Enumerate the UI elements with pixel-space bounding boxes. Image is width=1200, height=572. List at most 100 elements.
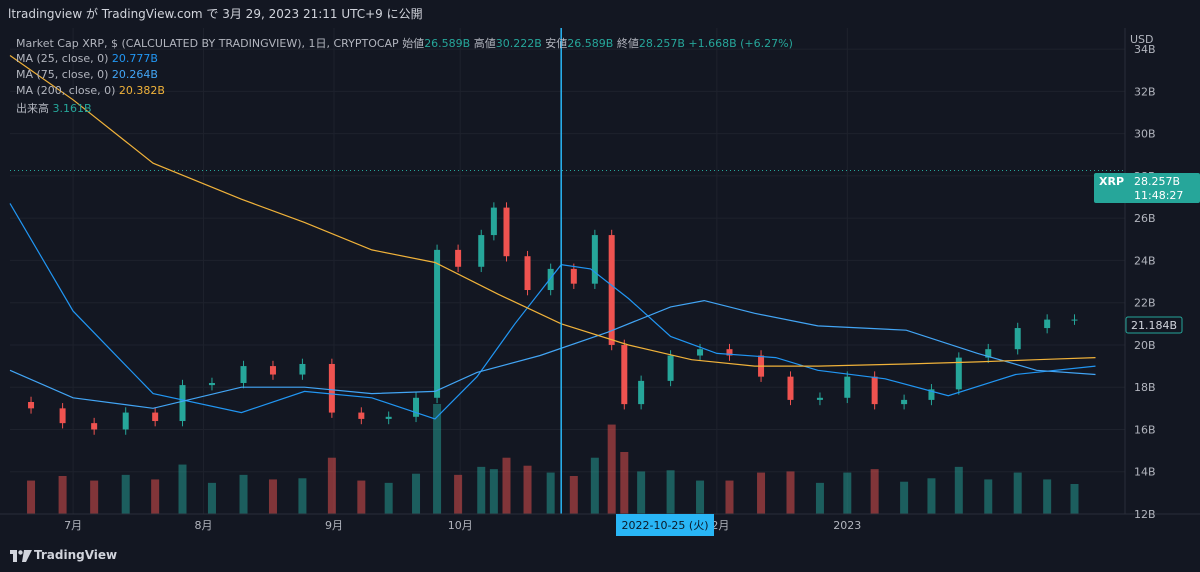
volume-bar [984, 479, 993, 514]
volume-bar [927, 478, 936, 514]
legend-ma75-label: MA (75, close, 0) [16, 68, 109, 81]
candle-body [697, 349, 704, 356]
legend-ma200: MA (200, close, 0) 20.382B [16, 84, 165, 97]
candle-body [726, 349, 733, 356]
volume-bar [239, 474, 248, 514]
currency-label: USD [1130, 33, 1154, 46]
publish-header: ltradingview が TradingView.com で 3月 29, … [0, 0, 1200, 28]
volume-bar [357, 480, 366, 514]
candle-body [385, 416, 392, 419]
volume-bar [725, 480, 734, 514]
candle-body [434, 249, 441, 398]
volume-bar [178, 464, 187, 514]
price-tick-label: 12B [1134, 508, 1156, 521]
volume-bar [1013, 472, 1022, 514]
volume-bar [546, 472, 555, 514]
price-tick-label: 34B [1134, 43, 1156, 56]
volume-bar [696, 480, 705, 514]
candle-body [28, 402, 35, 409]
last-price-value: 28.257B [1134, 175, 1180, 188]
footer-brand: TradingView [34, 548, 118, 562]
legend-ma200-label: MA (200, close, 0) [16, 84, 116, 97]
price-tick-label: 18B [1134, 381, 1156, 394]
candle-body [667, 355, 674, 381]
volume-bar [433, 404, 442, 514]
legend-close-label: 終値 [616, 37, 639, 50]
legend-main: Market Cap XRP, $ (CALCULATED BY TRADING… [16, 35, 793, 51]
volume-bar [27, 480, 36, 514]
volume-bar [569, 476, 578, 514]
volume-bar [268, 479, 277, 514]
volume-bar [298, 478, 307, 514]
volume-bar [607, 424, 616, 514]
candle-body [928, 389, 935, 400]
price-tick-label: 30B [1134, 128, 1156, 141]
candle-body [591, 235, 598, 284]
time-axis[interactable]: 7月 8月 9月 10月 12月 2023 [64, 519, 861, 532]
legend-ma25: MA (25, close, 0) 20.777B [16, 52, 158, 65]
time-tick-label: 9月 [325, 519, 343, 532]
volume-bar [590, 457, 599, 514]
price-tick-label: 32B [1134, 85, 1156, 98]
volume-bar [502, 457, 511, 514]
candle-body [844, 376, 851, 398]
candle-body [985, 349, 992, 358]
candle-body [179, 385, 186, 422]
price-tick-label: 26B [1134, 212, 1156, 225]
candle-body [955, 357, 962, 390]
candle-body [59, 408, 66, 424]
legend-close: 28.257B [638, 37, 685, 50]
last-price-badge [1094, 173, 1200, 203]
volume-bar [58, 476, 67, 514]
candle-body [638, 380, 645, 405]
volume-bar [412, 473, 421, 514]
volume-bars [27, 404, 1079, 514]
legend-ma25-label: MA (25, close, 0) [16, 52, 109, 65]
last-price-countdown: 11:48:27 [1134, 189, 1183, 202]
volume-bar [489, 469, 498, 514]
candle-body [901, 399, 908, 405]
legend-high: 30.222B [495, 37, 542, 50]
volume-bar [454, 474, 463, 514]
legend-ma25-value: 20.777B [111, 52, 158, 65]
volume-bar [900, 481, 909, 514]
ma25-line [9, 203, 1096, 420]
candle-body [240, 366, 247, 383]
candle-body [1014, 328, 1021, 350]
badges: XRP 28.257B 11:48:27 21.184B 2022-10-25 … [616, 173, 1200, 536]
legend-low: 26.589B [567, 37, 614, 50]
candle-body [358, 412, 365, 419]
crosshair-price-badge [1125, 316, 1183, 334]
legend-change: +1.668B (+6.27%) [688, 37, 793, 50]
price-tick-label: 14B [1134, 466, 1156, 479]
candle-body [503, 207, 510, 257]
footer: TradingView [0, 542, 1200, 572]
candle-body [816, 397, 823, 400]
volume-bar [870, 469, 879, 514]
volume-bar [954, 466, 963, 514]
chart-background [0, 28, 1200, 542]
legend-volume: 出来高 3.161B [16, 100, 92, 116]
price-chart[interactable]: USD 12B14B16B18B20B22B24B26B28B30B32B34B… [0, 28, 1200, 542]
volume-bar [384, 482, 393, 514]
candle-body [208, 382, 215, 386]
candle-body [570, 268, 577, 284]
volume-bar [523, 465, 532, 514]
volume-bar [815, 482, 824, 514]
candle-body [91, 423, 98, 430]
candle-body [1071, 319, 1078, 321]
volume-bar [620, 452, 629, 514]
time-tick-label: 8月 [195, 519, 213, 532]
volume-bar [666, 470, 675, 514]
legend-high-label: 高値 [473, 37, 496, 50]
legend-volume-label: 出来高 [16, 102, 49, 115]
crosshair-date-badge [616, 514, 714, 536]
legend-ma200-value: 20.382B [118, 84, 165, 97]
grid [10, 28, 1125, 515]
time-tick-label: 2023 [833, 519, 861, 532]
publish-header-text: ltradingview が TradingView.com で 3月 29, … [8, 7, 423, 21]
candle-body [524, 256, 531, 291]
candle-body [478, 235, 485, 267]
price-tick-label: 20B [1134, 339, 1156, 352]
volume-bar [1070, 484, 1079, 514]
